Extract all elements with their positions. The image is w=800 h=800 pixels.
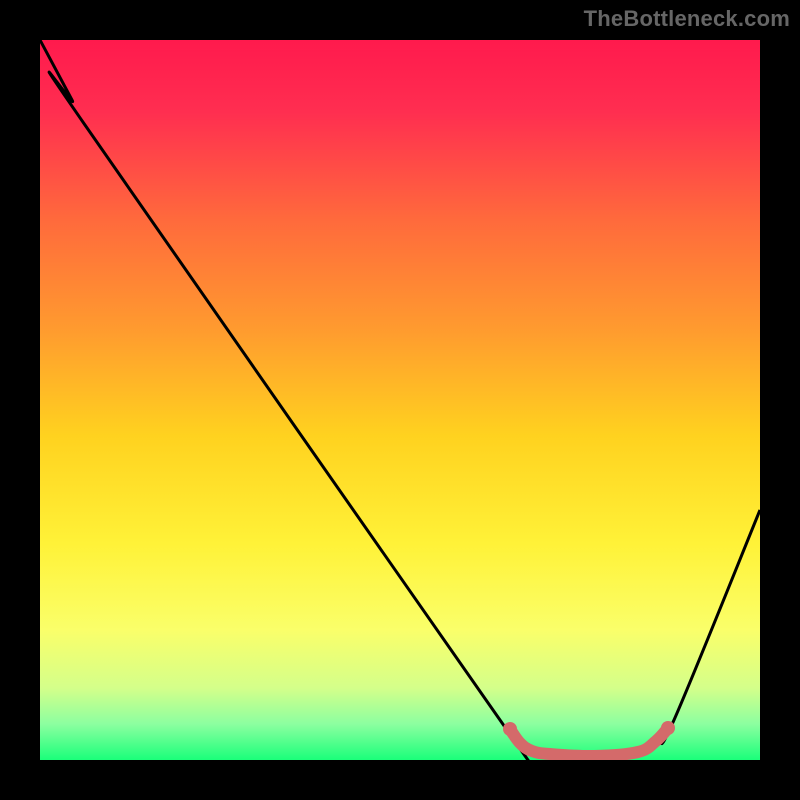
chart-frame: TheBottleneck.com (0, 0, 800, 800)
overlay-dot (661, 721, 675, 735)
curve-layer (40, 40, 760, 760)
watermark-text: TheBottleneck.com (584, 6, 790, 32)
overlay-end-dots (503, 721, 675, 736)
overlay-dot (503, 722, 517, 736)
plot-area (40, 40, 760, 760)
main-curve (40, 40, 760, 760)
overlay-segment (510, 728, 668, 756)
